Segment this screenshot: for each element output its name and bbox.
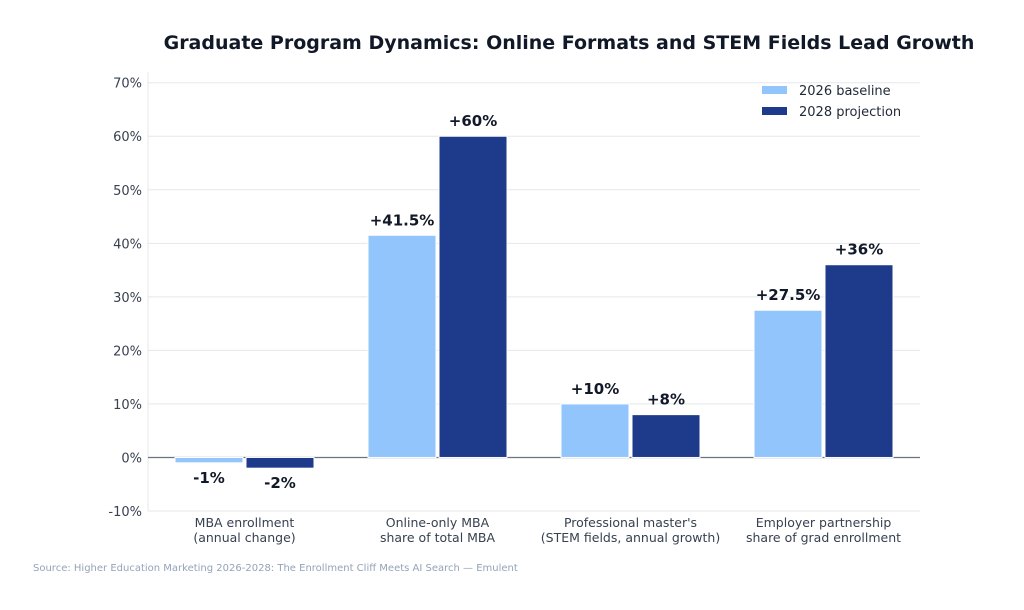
y-tick-label: 40% [113, 237, 142, 252]
y-tick-label: 30% [113, 291, 142, 306]
source-note: Source: Higher Education Marketing 2026-… [33, 563, 518, 574]
y-tick-label: -10% [108, 505, 142, 520]
data-label: +10% [571, 380, 619, 398]
data-label: +60% [449, 112, 497, 130]
chart-title: Graduate Program Dynamics: Online Format… [164, 32, 975, 54]
x-tick-label: MBA enrollment [195, 515, 295, 530]
x-tick-label: share of total MBA [380, 530, 496, 545]
y-tick-label: 60% [113, 130, 142, 145]
y-tick-label: 10% [113, 398, 142, 413]
legend-swatch-projection [762, 107, 787, 115]
bar-baseline [174, 456, 244, 464]
bar-baseline [560, 403, 630, 458]
bar-projection [631, 414, 701, 458]
data-label: +27.5% [756, 286, 821, 304]
bar-projection [245, 456, 315, 469]
legend-swatch-baseline [762, 86, 787, 94]
y-tick-label: 50% [113, 184, 142, 199]
x-tick-label: (STEM fields, annual growth) [541, 530, 720, 545]
data-label: -1% [193, 469, 225, 487]
legend-label-baseline: 2026 baseline [799, 84, 891, 99]
bar-baseline [753, 309, 823, 458]
y-tick-label: 70% [113, 77, 142, 92]
x-tick-label: share of grad enrollment [746, 530, 901, 545]
data-label: -2% [264, 474, 296, 492]
legend-label-projection: 2028 projection [799, 105, 901, 120]
x-tick-label: (annual change) [193, 530, 295, 545]
data-label: +41.5% [370, 211, 435, 229]
x-tick-label: Professional master's [564, 515, 697, 530]
y-tick-label: 20% [113, 344, 142, 359]
bar-projection [438, 135, 508, 458]
bar-baseline [367, 234, 437, 458]
x-tick-label: Online-only MBA [386, 515, 490, 530]
y-tick-label: 0% [121, 451, 142, 466]
bar-projection [824, 264, 894, 458]
data-label: +8% [647, 391, 685, 409]
data-label: +36% [835, 241, 883, 259]
x-tick-label: Employer partnership [756, 515, 892, 530]
legend: 2026 baseline 2028 projection [762, 84, 901, 120]
